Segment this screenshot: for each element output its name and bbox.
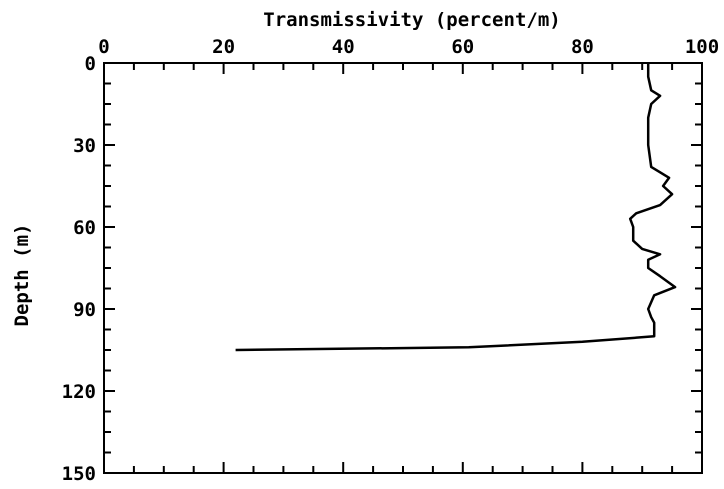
y-tick-label: 120 xyxy=(62,381,96,403)
transmissivity-profile-line xyxy=(235,63,677,352)
x-tick-label: 80 xyxy=(571,36,594,58)
y-tick-label: 30 xyxy=(73,135,96,157)
y-tick-label: 60 xyxy=(73,217,96,239)
x-tick-label: 60 xyxy=(451,36,474,58)
y-tick-label: 90 xyxy=(73,299,96,321)
x-tick-label: 40 xyxy=(332,36,355,58)
tick-labels: 0 20 40 60 80 100 0 30 60 90 120 150 xyxy=(62,36,719,485)
y-tick-label: 150 xyxy=(62,463,96,485)
plot-frame xyxy=(103,62,703,474)
x-axis-label: Transmissivity (percent/m) xyxy=(263,9,560,31)
x-tick-label: 0 xyxy=(98,36,109,58)
x-tick-label: 20 xyxy=(212,36,235,58)
axis-ticks xyxy=(103,62,703,474)
y-axis-label: Depth (m) xyxy=(11,224,33,327)
y-tick-label: 0 xyxy=(85,53,96,75)
x-tick-label: 100 xyxy=(685,36,719,58)
